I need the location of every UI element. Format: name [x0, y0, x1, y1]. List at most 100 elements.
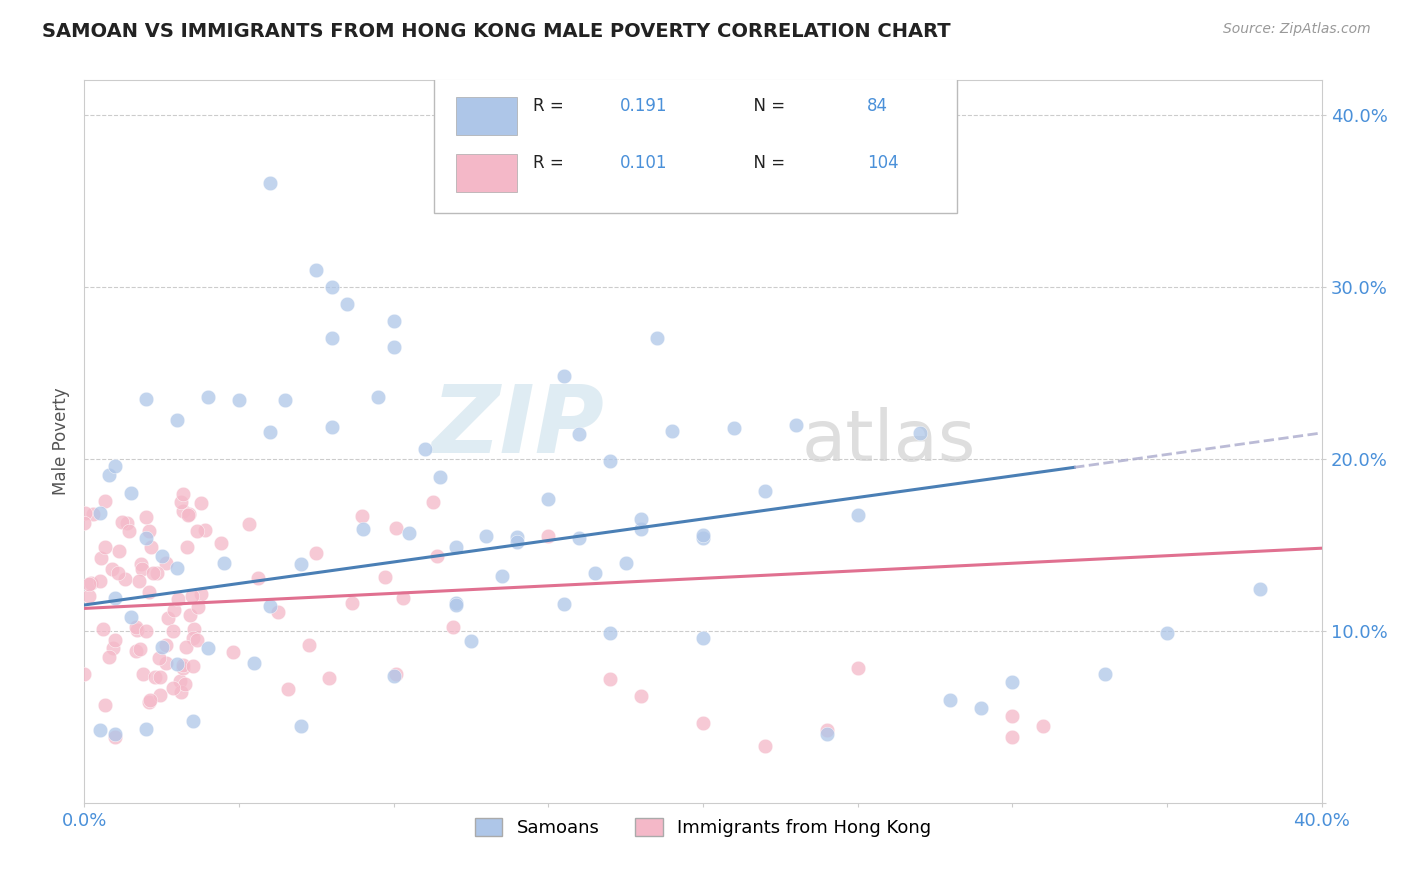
Point — [148, 688, 170, 702]
Point — [274, 392, 297, 407]
Point — [259, 177, 281, 191]
Point — [163, 603, 186, 617]
Point — [422, 495, 444, 509]
Point — [186, 633, 208, 648]
Point — [94, 540, 117, 554]
Point — [785, 418, 807, 433]
Point — [155, 556, 177, 570]
Point — [290, 718, 312, 732]
Point — [1001, 731, 1024, 745]
Text: R =: R = — [533, 154, 569, 172]
Point — [90, 550, 112, 565]
Point — [101, 641, 124, 656]
Point — [321, 279, 343, 293]
Point — [352, 522, 374, 536]
Point — [599, 454, 621, 468]
Point — [385, 667, 408, 681]
Point — [94, 494, 117, 508]
Point — [150, 640, 173, 654]
Point — [172, 487, 194, 501]
Text: N =: N = — [744, 154, 790, 172]
Point — [277, 682, 299, 697]
Point — [385, 521, 408, 535]
Point — [135, 532, 157, 546]
Point — [149, 670, 172, 684]
Point — [186, 524, 208, 538]
Point — [169, 684, 191, 698]
FancyBboxPatch shape — [456, 154, 517, 192]
Point — [155, 657, 177, 671]
FancyBboxPatch shape — [456, 97, 517, 136]
Point — [145, 670, 167, 684]
Text: 84: 84 — [868, 97, 889, 115]
Point — [661, 425, 683, 439]
Point — [318, 672, 340, 686]
Point — [305, 546, 328, 560]
Point — [172, 658, 194, 673]
Point — [444, 541, 467, 555]
Point — [212, 556, 235, 570]
Text: atlas: atlas — [801, 407, 976, 476]
Point — [754, 739, 776, 753]
Text: 0.101: 0.101 — [620, 154, 666, 172]
Point — [104, 591, 127, 605]
Point — [692, 715, 714, 730]
Point — [162, 624, 184, 639]
Point — [614, 556, 637, 570]
Point — [166, 413, 188, 427]
Point — [1001, 675, 1024, 690]
Point — [125, 644, 148, 658]
Point — [128, 574, 150, 588]
Point — [187, 599, 209, 614]
Point — [374, 570, 396, 584]
Point — [89, 506, 111, 520]
Point — [197, 641, 219, 656]
Point — [141, 540, 163, 554]
Point — [104, 730, 127, 744]
Point — [846, 661, 869, 675]
Point — [167, 592, 190, 607]
Point — [259, 599, 281, 613]
Point — [537, 529, 560, 543]
Point — [382, 340, 405, 354]
Point — [599, 626, 621, 640]
Point — [908, 426, 931, 441]
Point — [630, 512, 652, 526]
Legend: Samoans, Immigrants from Hong Kong: Samoans, Immigrants from Hong Kong — [468, 811, 938, 845]
Point — [89, 574, 111, 588]
Point — [135, 624, 157, 638]
FancyBboxPatch shape — [434, 77, 956, 213]
Point — [568, 532, 591, 546]
Point — [148, 651, 170, 665]
Point — [290, 557, 312, 571]
Point — [166, 561, 188, 575]
Point — [101, 562, 124, 576]
Point — [77, 576, 100, 591]
Point — [444, 598, 467, 612]
Point — [156, 610, 179, 624]
Point — [172, 504, 194, 518]
Point — [441, 620, 464, 634]
Point — [128, 642, 150, 657]
Point — [166, 657, 188, 671]
Point — [146, 566, 169, 580]
Text: SAMOAN VS IMMIGRANTS FROM HONG KONG MALE POVERTY CORRELATION CHART: SAMOAN VS IMMIGRANTS FROM HONG KONG MALE… — [42, 22, 950, 41]
Point — [131, 562, 153, 576]
Point — [107, 566, 129, 581]
Point — [181, 714, 204, 728]
Point — [104, 727, 127, 741]
Point — [553, 597, 575, 611]
Text: 104: 104 — [868, 154, 898, 172]
Point — [135, 722, 157, 736]
Point — [80, 576, 103, 591]
Text: Source: ZipAtlas.com: Source: ZipAtlas.com — [1223, 22, 1371, 37]
Point — [367, 390, 389, 404]
Point — [181, 659, 204, 673]
Point — [177, 508, 200, 522]
Point — [155, 639, 177, 653]
Point — [139, 693, 162, 707]
Point — [460, 633, 482, 648]
Point — [939, 692, 962, 706]
Point — [723, 420, 745, 434]
Point — [131, 558, 153, 572]
